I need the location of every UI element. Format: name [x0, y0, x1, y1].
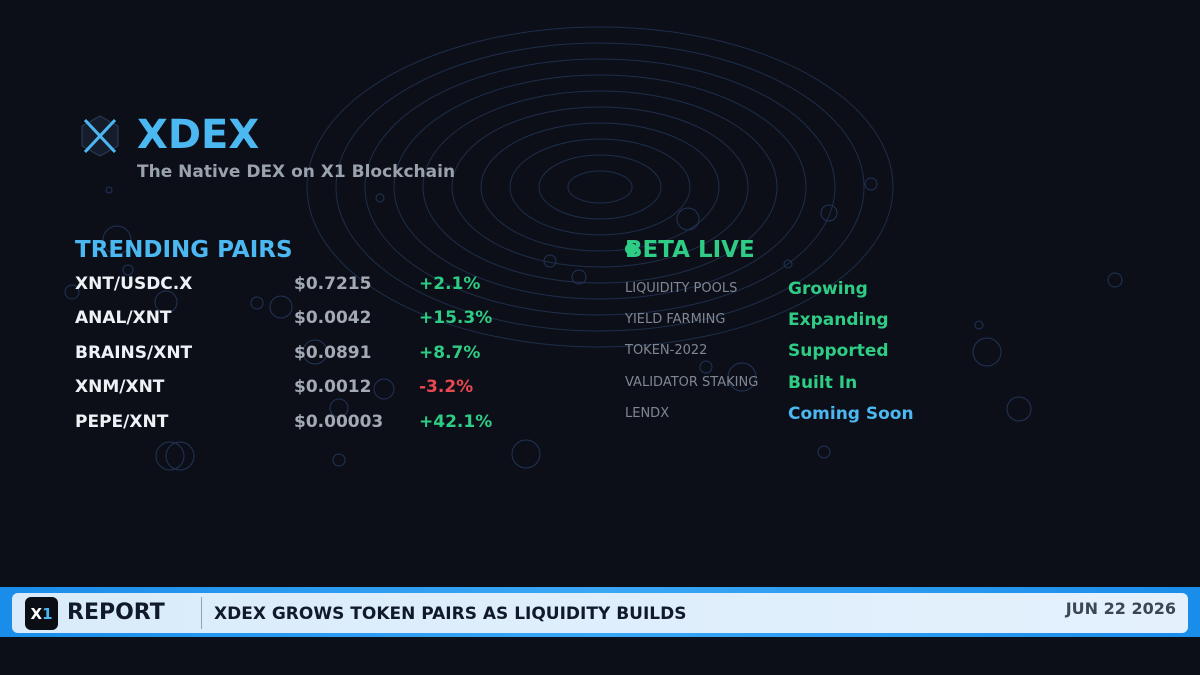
pair-row: PEPE/XNT $0.00003 +42.1%	[75, 412, 555, 446]
bubble-decoration	[571, 269, 587, 285]
bubble-decoration	[250, 296, 264, 310]
bubble-decoration	[1006, 396, 1032, 422]
pair-price: $0.00003	[294, 411, 384, 432]
bubble-decoration	[64, 284, 80, 300]
bubble-decoration	[165, 441, 195, 471]
ripple-ring	[335, 42, 865, 332]
feature-label: LIQUIDITY POOLS	[625, 281, 738, 296]
trending-pairs-panel: TRENDING PAIRS XNT/USDC.X $0.7215 +2.1% ANA…	[75, 237, 555, 446]
bubble-decoration	[864, 177, 878, 191]
feature-label: YIELD FARMING	[625, 312, 726, 328]
ticker-divider	[201, 597, 202, 629]
x-hexagon-icon	[81, 115, 119, 157]
feature-row: TOKEN-2022 Supported	[625, 341, 1025, 372]
live-dot-icon	[625, 243, 637, 255]
bubble-decoration	[543, 254, 557, 268]
pair-price: $0.0891	[294, 342, 372, 363]
pair-row: XNM/XNT $0.0012 -3.2%	[75, 377, 555, 411]
bubble-decoration	[974, 320, 984, 330]
ticker-date: JUN 22 2026	[1065, 599, 1176, 618]
pair-change: +8.7%	[419, 342, 481, 363]
ripple-ring	[422, 90, 778, 284]
ripple-ring	[306, 26, 894, 348]
brand-tagline: The Native DEX on X1 Blockchain	[137, 162, 456, 182]
feature-status: Expanding	[788, 310, 889, 331]
feature-status: Growing	[788, 279, 868, 299]
bubble-decoration	[332, 453, 346, 467]
x1-logo-x: X	[30, 604, 43, 623]
bubble-decoration	[102, 225, 132, 255]
bubble-decoration	[817, 445, 831, 459]
bubble-decoration	[155, 441, 185, 471]
x1-logo-one: 1	[42, 604, 53, 623]
bubble-decoration	[302, 339, 328, 365]
pair-name: BRAINS/XNT	[75, 342, 193, 363]
pair-price: $0.0042	[294, 308, 372, 329]
feature-label: VALIDATOR STAKING	[625, 374, 759, 390]
pair-name: XNM/XNT	[75, 377, 165, 398]
ripple-ring	[451, 106, 749, 268]
bubble-decoration	[1107, 272, 1123, 288]
pair-change: +15.3%	[419, 308, 493, 329]
ripple-ring	[567, 170, 633, 204]
bubble-decoration	[511, 439, 541, 469]
feature-row: YIELD FARMING Expanding	[625, 310, 1025, 341]
bubble-decoration	[269, 295, 293, 319]
bubble-decoration	[154, 290, 178, 314]
pair-name: ANAL/XNT	[75, 308, 172, 329]
bubble-decoration	[727, 362, 757, 392]
bubble-decoration	[373, 378, 395, 400]
bubble-decoration	[820, 204, 838, 222]
pair-row: XNT/USDC.X $0.7215 +2.1%	[75, 274, 555, 308]
report-label: REPORT	[67, 600, 165, 625]
ripple-ring	[393, 74, 807, 300]
beta-live-panel: BETA LIVE LIQUIDITY POOLS Growing YIELD FA…	[625, 237, 1025, 435]
feature-row: VALIDATOR STAKING Built In	[625, 373, 1025, 404]
ripple-ring	[509, 138, 691, 236]
bubble-decoration	[972, 337, 1002, 367]
ripple-ring	[480, 122, 720, 252]
pair-name: PEPE/XNT	[75, 411, 169, 432]
pair-change: -3.2%	[419, 377, 474, 398]
bubble-decoration	[329, 398, 349, 418]
feature-row: LIQUIDITY POOLS Growing	[625, 279, 1025, 310]
feature-status: Built In	[788, 372, 858, 393]
pair-price: $0.7215	[294, 274, 372, 294]
bubble-decoration	[375, 193, 385, 203]
trending-pairs-list: XNT/USDC.X $0.7215 +2.1% ANAL/XNT $0.0042 +15…	[75, 274, 555, 446]
feature-label: TOKEN-2022	[625, 343, 708, 359]
trending-pairs-title: TRENDING PAIRS	[75, 237, 293, 263]
brand-name: XDEX	[137, 112, 260, 158]
pair-row: BRAINS/XNT $0.0891 +8.7%	[75, 343, 555, 377]
bubble-decoration	[676, 207, 700, 231]
bubble-decoration	[105, 186, 113, 194]
pair-name: XNT/USDC.X	[75, 274, 193, 294]
pair-price: $0.0012	[294, 377, 372, 398]
ripple-ring	[538, 154, 662, 220]
feature-row: LENDX Coming Soon	[625, 404, 1025, 435]
beta-live-label: BETA LIVE	[625, 237, 755, 263]
feature-status: Supported	[788, 341, 889, 362]
pair-change: +42.1%	[419, 411, 493, 432]
beta-live-title: BETA LIVE	[625, 237, 1025, 263]
bubble-decoration	[699, 360, 713, 374]
feature-status: Coming Soon	[788, 403, 914, 424]
ticker-headline: XDEX GROWS TOKEN PAIRS AS LIQUIDITY BUIL…	[214, 604, 687, 624]
pair-row: ANAL/XNT $0.0042 +15.3%	[75, 308, 555, 342]
bubble-decoration	[122, 264, 134, 276]
pair-change: +2.1%	[419, 274, 481, 294]
beta-feature-list: LIQUIDITY POOLS Growing YIELD FARMING Expan…	[625, 279, 1025, 435]
feature-label: LENDX	[625, 405, 670, 421]
ripple-ring	[364, 58, 836, 316]
bubble-decoration	[783, 259, 793, 269]
